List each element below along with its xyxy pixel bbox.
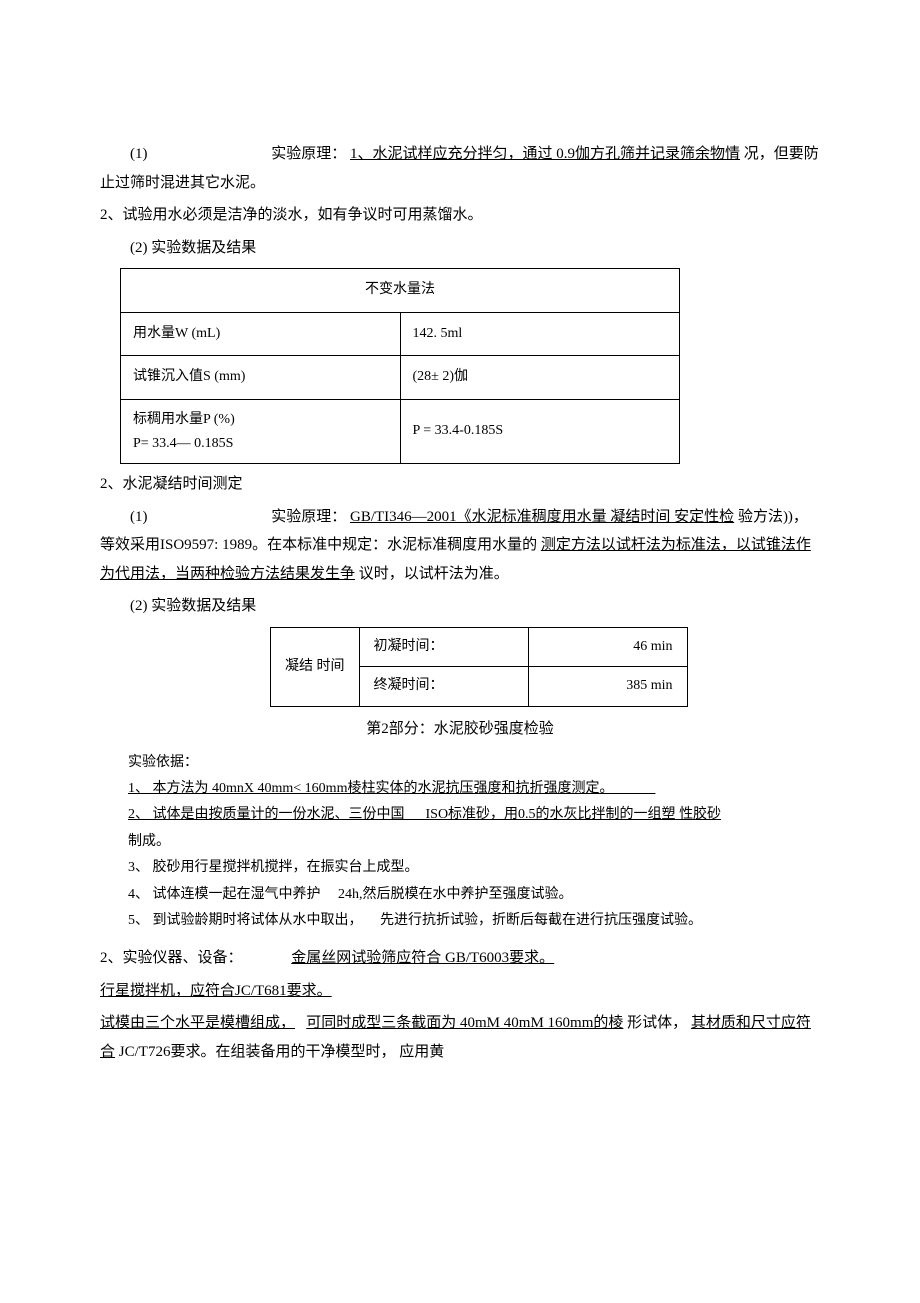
part2-title: 第2部分：水泥胶砂强度检验 xyxy=(100,715,820,744)
basis-label: 实验依据： xyxy=(100,752,820,774)
data-results-2-label: (2) 实验数据及结果 xyxy=(100,592,820,621)
data-results-1-label: (2) 实验数据及结果 xyxy=(100,234,820,263)
initial-set-value: 46 min xyxy=(528,627,687,667)
equipment-line-2: 行星搅拌机，应符合JC/T681要求。 xyxy=(100,977,820,1006)
principle-1-para: (1) 实验原理： 1、水泥试样应充分拌匀，通过 0.9伽方孔筛并记录筛余物情 … xyxy=(100,140,820,197)
principle-label: 实验原理： xyxy=(271,146,346,162)
table1-r1-label: 用水量W (mL) xyxy=(121,312,401,356)
item-lead: (1) xyxy=(130,146,148,162)
water-method-table: 不变水量法 用水量W (mL) 142. 5ml 试锥沉入值S (mm) (28… xyxy=(120,268,680,464)
initial-set-label: 初凝时间： xyxy=(359,627,528,667)
document-page: (1) 实验原理： 1、水泥试样应充分拌匀，通过 0.9伽方孔筛并记录筛余物情 … xyxy=(0,0,920,1130)
basis-3: 3、 胶砂用行星搅拌机搅拌，在振实台上成型。 xyxy=(100,857,820,879)
basis-4: 4、 试体连模一起在湿气中养护 24h,然后脱模在水中养护至强度试验。 xyxy=(100,884,820,906)
table1-r2-label: 试锥沉入值S (mm) xyxy=(121,356,401,400)
principle-label-2: 实验原理： xyxy=(271,509,346,525)
experiment-basis-block: 实验依据： 1、 本方法为 40mnX 40mm< 160mm棱柱实体的水泥抗压… xyxy=(100,752,820,933)
equip-p3f: 应用黄 xyxy=(395,1044,444,1060)
equip-p3e: JC/T726要求。在组装备用的干净模型时， xyxy=(115,1044,395,1060)
equipment-u1: 金属丝网试验筛应符合 GB/T6003要求。 xyxy=(291,950,554,966)
final-set-label: 终凝时间： xyxy=(359,667,528,707)
item-lead-2: (1) xyxy=(130,509,148,525)
basis-2: 2、 试体是由按质量计的一份水泥、三份中国 ISO标准砂，用0.5的水灰比拌制的… xyxy=(100,804,820,826)
table1-r3-label: 标稠用水量P (%) P= 33.4— 0.185S xyxy=(121,399,401,464)
table1-r3a1: 标稠用水量P (%) xyxy=(133,408,388,432)
setting-time-label: 凝结 时间 xyxy=(271,627,360,706)
basis-1: 1、 本方法为 40mnX 40mm< 160mm棱柱实体的水泥抗压强度和抗折强… xyxy=(100,778,820,800)
principle-gb-para: (1) 实验原理： GB/TI346—2001《水泥标准稠度用水量 凝结时间 安… xyxy=(100,503,820,589)
table1-r2-value: (28± 2)伽 xyxy=(400,356,680,400)
equip-p3a: 试模由三个水平是模槽组成， xyxy=(100,1015,295,1031)
table1-r3-value: P = 33.4-0.185S xyxy=(400,399,680,464)
principle-2-para: 2、试验用水必须是洁净的淡水，如有争议时可用蒸馏水。 xyxy=(100,201,820,230)
principle-1-underline: 1、水泥试样应充分拌匀，通过 0.9伽方孔筛并记录筛余物情 xyxy=(350,146,740,162)
equip-p3c: 形试体， xyxy=(623,1015,687,1031)
final-set-value: 385 min xyxy=(528,667,687,707)
table1-r1-value: 142. 5ml xyxy=(400,312,680,356)
table1-header: 不变水量法 xyxy=(121,269,680,313)
equip-p3b: 可同时成型三条截面为 40mM 40mM 160mm的棱 xyxy=(306,1015,623,1031)
setting-time-title: 2、水泥凝结时间测定 xyxy=(100,470,820,499)
basis-5: 5、 到试验龄期时将试体从水中取出， 先进行抗折试验，折断后每截在进行抗压强度试… xyxy=(100,910,820,932)
equipment-lead: 2、实验仪器、设备： xyxy=(100,950,243,966)
setting-time-table: 凝结 时间 初凝时间： 46 min 终凝时间： 385 min xyxy=(270,627,688,707)
equipment-u2: 行星搅拌机，应符合JC/T681要求。 xyxy=(100,983,332,999)
basis-2c: 制成。 xyxy=(100,831,820,853)
table1-r3a2: P= 33.4— 0.185S xyxy=(133,432,388,456)
equipment-line-1: 2、实验仪器、设备： 金属丝网试验筛应符合 GB/T6003要求。 xyxy=(100,944,820,973)
equipment-line-3: 试模由三个水平是模槽组成， 可同时成型三条截面为 40mM 40mM 160mm… xyxy=(100,1009,820,1066)
gb-underline-1: GB/TI346—2001《水泥标准稠度用水量 凝结时间 安定性检 xyxy=(350,509,734,525)
gb-rest-2: 议时，以试杆法为准。 xyxy=(355,566,509,582)
